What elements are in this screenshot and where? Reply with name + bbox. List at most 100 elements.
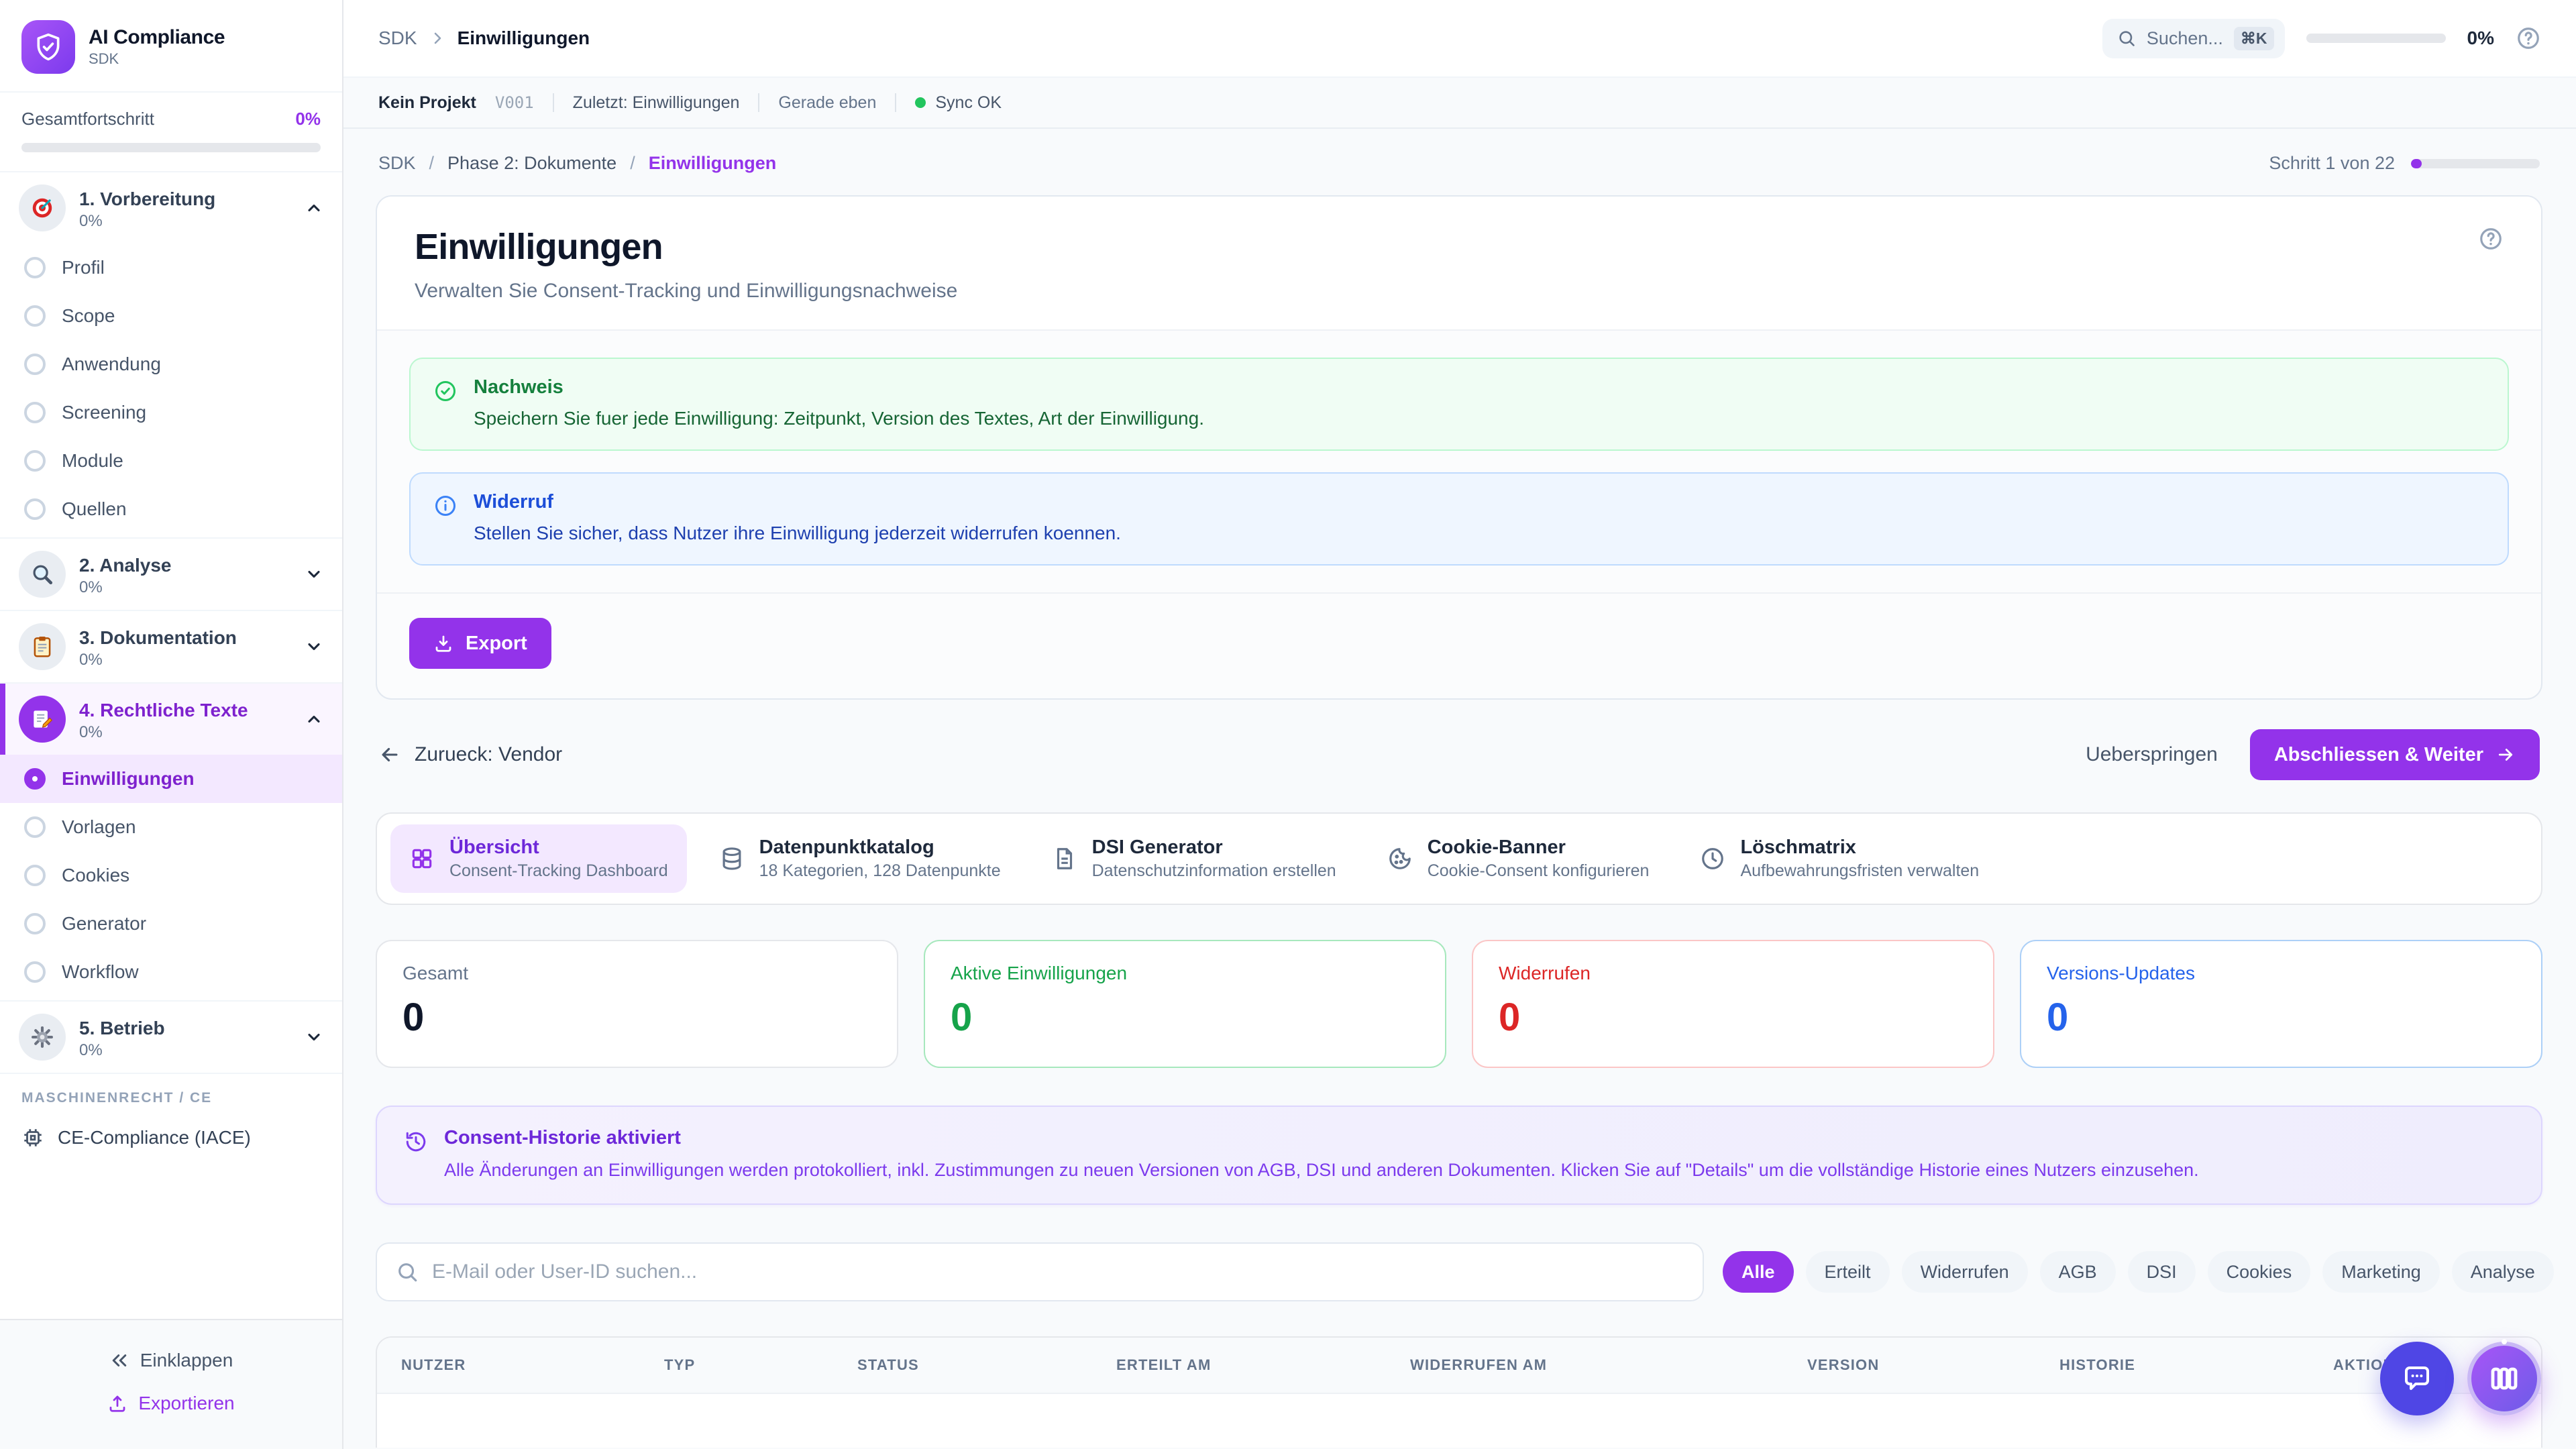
consent-card-header: Einwilligungen Verwalten Sie Consent-Tra… — [377, 197, 2541, 331]
divider — [895, 93, 897, 112]
nachweis-note: Nachweis Speichern Sie fuer jede Einwill… — [409, 358, 2509, 451]
section-label: 1. Vorbereitung — [79, 188, 216, 209]
section-pct: 0% — [79, 211, 103, 230]
stat-gesamt: Gesamt 0 — [376, 940, 898, 1068]
sidebar-item-einwilligungen[interactable]: Einwilligungen — [0, 755, 342, 803]
check-circle-icon — [435, 381, 455, 401]
app-subtitle: SDK — [89, 50, 119, 67]
info-circle-icon — [435, 496, 455, 516]
search-icon — [2119, 31, 2135, 46]
back-button[interactable]: Zurueck: Vendor — [378, 743, 562, 766]
table-header-row: NUTZER TYP STATUS ERTEILT AM WIDERRUFEN … — [377, 1338, 2541, 1394]
col-status: STATUS — [857, 1356, 919, 1373]
tab-loeschmatrix[interactable]: Löschmatrix Aufbewahrungsfristen verwalte… — [1681, 824, 1998, 893]
shortcut-badge: ⌘K — [2233, 26, 2274, 50]
chip-analyse[interactable]: Analyse — [2451, 1251, 2554, 1293]
chip-alle[interactable]: Alle — [1723, 1251, 1794, 1293]
app-logo-row: AI Compliance SDK — [0, 0, 342, 93]
topbar-progress-value: 0% — [2467, 28, 2494, 48]
subtabs-bar: Übersicht Consent-Tracking Dashboard Date… — [376, 812, 2542, 905]
sidebar-footer: Einklappen Exportieren — [0, 1319, 342, 1449]
last-visited: Zuletzt: Einwilligungen — [572, 93, 740, 112]
board-fab-button[interactable] — [2467, 1339, 2541, 1415]
page-title: Einwilligungen — [415, 227, 663, 267]
sidebar-item-vorlagen[interactable]: Vorlagen — [0, 803, 342, 851]
sidebar-section-vorbereitung[interactable]: 1. Vorbereitung 0% — [0, 172, 342, 244]
radio-icon — [24, 402, 46, 423]
sidebar-group-label: MASCHINENRECHT / CE — [21, 1090, 213, 1106]
help-icon[interactable] — [2516, 25, 2541, 51]
chip-erteilt[interactable]: Erteilt — [1805, 1251, 1890, 1293]
chip-dsi[interactable]: DSI — [2127, 1251, 2196, 1293]
skip-button[interactable]: Ueberspringen — [2086, 743, 2218, 765]
columns-icon — [2491, 1367, 2518, 1390]
sidebar-item-quellen[interactable]: Quellen — [0, 485, 342, 537]
page-subtitle: Verwalten Sie Consent-Tracking und Einwi… — [415, 280, 958, 302]
overall-progress-value: 0% — [295, 109, 321, 129]
chat-fab-button[interactable] — [2380, 1342, 2454, 1415]
chevron-up-icon — [305, 199, 323, 217]
sidebar-item-profil[interactable]: Profil — [0, 244, 342, 292]
gear-icon — [19, 1014, 66, 1061]
export-sidebar-button[interactable]: Exportieren — [0, 1382, 342, 1425]
chip-cookies[interactable]: Cookies — [2207, 1251, 2311, 1293]
crumb-sdk[interactable]: SDK — [378, 153, 416, 173]
breadcrumb: SDK Einwilligungen — [378, 28, 590, 49]
breadcrumb-root[interactable]: SDK — [378, 28, 417, 48]
sidebar-section-rechtliche-texte[interactable]: 4. Rechtliche Texte 0% — [0, 684, 342, 755]
export-button[interactable]: Export — [409, 618, 551, 669]
memo-icon — [19, 696, 66, 743]
shield-check-icon — [21, 20, 75, 74]
tab-dsi-generator[interactable]: DSI Generator Datenschutzinformation erst… — [1033, 824, 1355, 893]
radio-icon — [24, 816, 46, 838]
sidebar-section-analyse[interactable]: 2. Analyse 0% — [0, 539, 342, 610]
sidebar-item-anwendung[interactable]: Anwendung — [0, 340, 342, 388]
chip-widerrufen[interactable]: Widerrufen — [1901, 1251, 2028, 1293]
table-body — [377, 1394, 2541, 1448]
topbar-progress-bar — [2306, 34, 2446, 43]
radio-icon — [24, 450, 46, 472]
col-typ: TYP — [664, 1356, 696, 1373]
consent-card: Einwilligungen Verwalten Sie Consent-Tra… — [376, 195, 2542, 700]
status-bar: Kein Projekt V001 Zuletzt: Einwilligunge… — [343, 78, 2576, 129]
sidebar-item-module[interactable]: Module — [0, 437, 342, 485]
sidebar-item-generator[interactable]: Generator — [0, 900, 342, 948]
crumb-phase[interactable]: Phase 2: Dokumente — [447, 153, 617, 173]
user-search-input[interactable] — [432, 1260, 1684, 1283]
project-version: V001 — [494, 93, 534, 112]
card-help-icon[interactable] — [2478, 226, 2504, 303]
project-name: Kein Projekt — [378, 93, 476, 112]
last-saved-time: Gerade eben — [778, 93, 877, 112]
stat-versions-updates: Versions-Updates 0 — [2020, 940, 2542, 1068]
finish-next-button[interactable]: Abschliessen & Weiter — [2249, 729, 2540, 780]
sidebar-item-scope[interactable]: Scope — [0, 292, 342, 340]
radio-icon — [24, 913, 46, 934]
col-nutzer: NUTZER — [401, 1356, 466, 1373]
sidebar-item-cookies[interactable]: Cookies — [0, 851, 342, 900]
document-icon — [1057, 848, 1072, 869]
sync-status: Sync OK — [915, 93, 1002, 113]
page-content: SDK / Phase 2: Dokumente / Einwilligunge… — [343, 129, 2576, 1449]
tab-datenpunktkatalog[interactable]: Datenpunktkatalog 18 Kategorien, 128 Date… — [700, 824, 1020, 893]
sidebar-item-ce-compliance[interactable]: CE-Compliance (IACE) — [0, 1114, 342, 1165]
sidebar-item-workflow[interactable]: Workflow — [0, 948, 342, 1000]
sidebar-section-betrieb[interactable]: 5. Betrieb 0% — [0, 1002, 342, 1073]
sidebar-section-dokumentation[interactable]: 3. Dokumentation 0% — [0, 611, 342, 682]
collapse-sidebar-button[interactable]: Einklappen — [0, 1339, 342, 1382]
sync-ok-dot — [915, 97, 926, 108]
radio-icon — [24, 305, 46, 327]
page-breadcrumb: SDK / Phase 2: Dokumente / Einwilligunge… — [378, 153, 777, 173]
chevron-up-icon — [305, 710, 323, 729]
sidebar-item-screening[interactable]: Screening — [0, 388, 342, 437]
chip-agb[interactable]: AGB — [2039, 1251, 2116, 1293]
radio-icon — [24, 354, 46, 375]
tab-cookie-banner[interactable]: Cookie-Banner Cookie-Consent konfiguriere… — [1368, 824, 1668, 893]
tab-uebersicht[interactable]: Übersicht Consent-Tracking Dashboard — [390, 824, 687, 893]
chip-marketing[interactable]: Marketing — [2322, 1251, 2440, 1293]
target-icon — [19, 184, 66, 231]
overall-progress: Gesamtfortschritt 0% — [0, 93, 342, 172]
global-search-button[interactable]: Suchen... ⌘K — [2102, 18, 2285, 58]
floating-buttons — [2380, 1339, 2541, 1415]
radio-icon — [24, 961, 46, 983]
filter-chips: Alle Erteilt Widerrufen AGB DSI Cookies … — [1723, 1251, 2554, 1293]
